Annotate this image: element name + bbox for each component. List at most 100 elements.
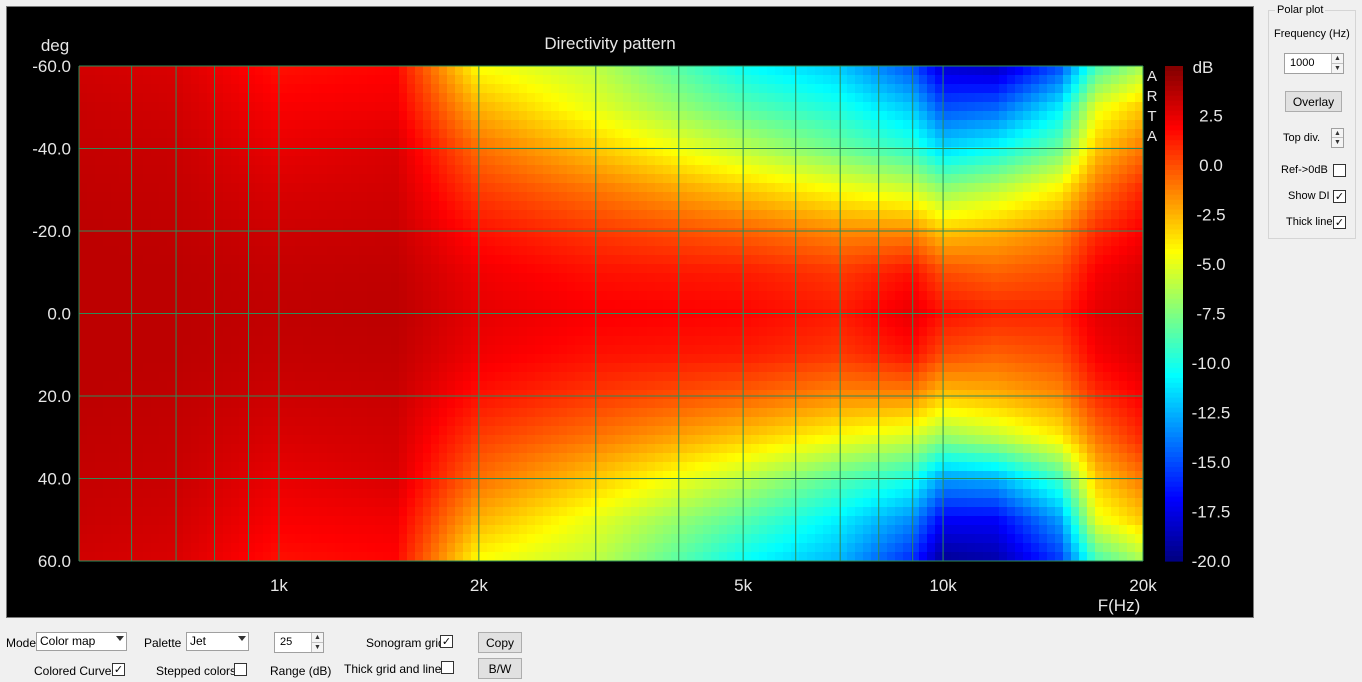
heatmap-cell xyxy=(311,363,320,373)
heatmap-cell xyxy=(167,291,176,301)
heatmap-cell xyxy=(543,156,552,166)
heatmap-cell xyxy=(887,264,896,274)
heatmap-cell xyxy=(695,156,704,166)
heatmap-cell xyxy=(391,336,400,346)
heatmap-cell xyxy=(1111,84,1120,94)
heatmap-cell xyxy=(1039,102,1048,112)
heatmap-cell xyxy=(519,201,528,211)
heatmap-cell xyxy=(191,318,200,328)
heatmap-cell xyxy=(719,102,728,112)
heatmap-cell xyxy=(879,192,888,202)
heatmap-cell xyxy=(415,264,424,274)
heatmap-cell xyxy=(1103,381,1112,391)
heatmap-cell xyxy=(535,264,544,274)
heatmap-cell xyxy=(871,102,880,112)
heatmap-cell xyxy=(143,318,152,328)
heatmap-cell xyxy=(631,102,640,112)
heatmap-cell xyxy=(511,138,520,148)
heatmap-cell xyxy=(519,336,528,346)
heatmap-cell xyxy=(1015,336,1024,346)
heatmap-cell xyxy=(527,381,536,391)
heatmap-cell xyxy=(207,192,216,202)
heatmap-cell xyxy=(575,102,584,112)
heatmap-cell xyxy=(239,174,248,184)
heatmap-cell xyxy=(1135,390,1143,400)
heatmap-cell xyxy=(95,318,104,328)
heatmap-cell xyxy=(223,111,232,121)
heatmap-cell xyxy=(407,84,416,94)
heatmap-cell xyxy=(271,354,280,364)
heatmap-cell xyxy=(167,273,176,283)
heatmap-cell xyxy=(503,93,512,103)
heatmap-cell xyxy=(223,156,232,166)
heatmap-cell xyxy=(535,120,544,130)
heatmap-cell xyxy=(479,255,488,265)
heatmap-cell xyxy=(1063,210,1072,220)
heatmap-cell xyxy=(103,192,112,202)
heatmap-cell xyxy=(399,93,408,103)
heatmap-cell xyxy=(943,336,952,346)
heatmap-cell xyxy=(263,363,272,373)
heatmap-cell xyxy=(831,246,840,256)
heatmap-cell xyxy=(599,129,608,139)
heatmap-cell xyxy=(863,156,872,166)
heatmap-cell xyxy=(351,228,360,238)
heatmap-cell xyxy=(223,273,232,283)
heatmap-cell xyxy=(815,255,824,265)
heatmap-cell xyxy=(695,129,704,139)
heatmap-cell xyxy=(1015,363,1024,373)
heatmap-cell xyxy=(383,336,392,346)
heatmap-cell xyxy=(631,93,640,103)
heatmap-cell xyxy=(615,192,624,202)
heatmap-cell xyxy=(207,345,216,355)
heatmap-cell xyxy=(671,192,680,202)
heatmap-cell xyxy=(391,273,400,283)
heatmap-cell xyxy=(671,372,680,382)
heatmap-cell xyxy=(639,336,648,346)
heatmap-cell xyxy=(143,372,152,382)
heatmap-cell xyxy=(911,165,920,175)
heatmap-cell xyxy=(551,354,560,364)
heatmap-cell xyxy=(575,336,584,346)
heatmap-cell xyxy=(607,354,616,364)
heatmap-cell xyxy=(135,120,144,130)
heatmap-cell xyxy=(863,237,872,247)
heatmap-cell xyxy=(1095,174,1104,184)
heatmap-cell xyxy=(407,165,416,175)
heatmap-cell xyxy=(983,300,992,310)
heatmap-cell xyxy=(167,84,176,94)
heatmap-cell xyxy=(639,66,648,76)
heatmap-cell xyxy=(87,273,96,283)
heatmap-cell xyxy=(799,345,808,355)
heatmap-cell xyxy=(1055,336,1064,346)
heatmap-cell xyxy=(1111,120,1120,130)
heatmap-cell xyxy=(695,246,704,256)
heatmap-cell xyxy=(231,84,240,94)
heatmap-cell xyxy=(647,129,656,139)
heatmap-cell xyxy=(1111,273,1120,283)
heatmap-cell xyxy=(959,300,968,310)
heatmap-cell xyxy=(823,390,832,400)
heatmap-cell xyxy=(999,291,1008,301)
heatmap-cell xyxy=(831,210,840,220)
heatmap-cell xyxy=(487,147,496,157)
heatmap-cell xyxy=(151,345,160,355)
heatmap-cell xyxy=(359,363,368,373)
heatmap-cell xyxy=(567,174,576,184)
heatmap-cell xyxy=(575,156,584,166)
heatmap-cell xyxy=(407,282,416,292)
heatmap-cell xyxy=(311,219,320,229)
heatmap-cell xyxy=(1007,264,1016,274)
heatmap-cell xyxy=(391,399,400,409)
heatmap-cell xyxy=(207,228,216,238)
heatmap-cell xyxy=(439,66,448,76)
heatmap-cell xyxy=(639,201,648,211)
heatmap-cell xyxy=(903,183,912,193)
heatmap-cell xyxy=(631,210,640,220)
heatmap-cell xyxy=(415,111,424,121)
heatmap-cell xyxy=(143,399,152,409)
heatmap-cell xyxy=(735,336,744,346)
heatmap-cell xyxy=(287,192,296,202)
heatmap-cell xyxy=(495,75,504,85)
heatmap-cell xyxy=(271,102,280,112)
